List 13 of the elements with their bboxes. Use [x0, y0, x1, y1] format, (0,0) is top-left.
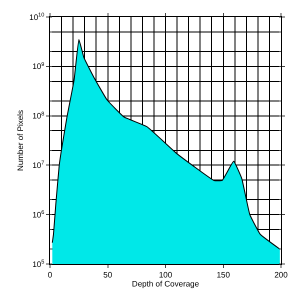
x-tick-label: 200: [274, 270, 288, 280]
y-tick-label: 10$^{8}$: [32, 111, 44, 121]
y-tick-label: 10$^{5}$: [32, 259, 44, 269]
y-tick-label: 10$^{9}$: [32, 62, 44, 72]
x-tick-label: 100: [158, 270, 173, 280]
x-tick-label: 150: [216, 270, 230, 280]
y-tick-label: 10$^{10}$: [29, 12, 44, 22]
x-tick-label: 50: [103, 270, 113, 280]
y-axis-title: Number of Pixels: [16, 110, 25, 171]
x-axis-title: Depth of Coverage: [132, 280, 200, 289]
y-tick-label: 10$^{7}$: [32, 160, 44, 170]
x-tick-label: 0: [48, 270, 53, 280]
y-tick-label: 10$^{6}$: [32, 210, 44, 220]
